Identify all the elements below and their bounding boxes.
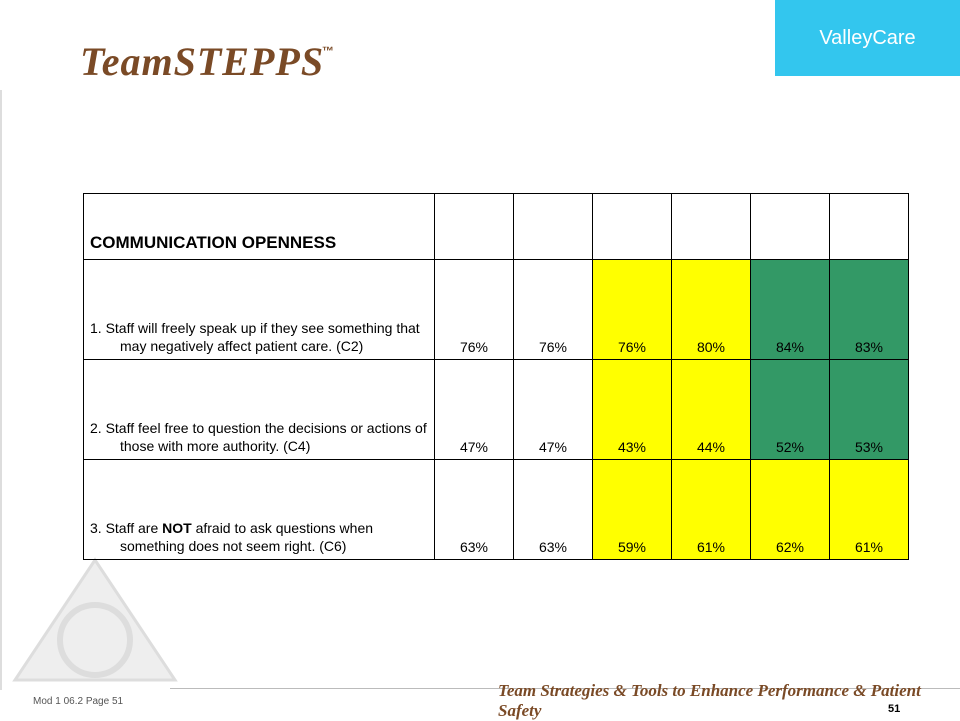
- value-cell: 63%: [434, 459, 514, 560]
- text-part: afraid to ask questions when something d…: [120, 520, 374, 554]
- value-cell: 53%: [829, 359, 909, 460]
- trademark: ™: [322, 44, 334, 58]
- row-label: 3. Staff are NOT afraid to ask questions…: [83, 459, 435, 560]
- table-title: COMMUNICATION OPENNESS: [83, 193, 435, 260]
- value-cell: 52%: [750, 359, 830, 460]
- value-cell: 44%: [671, 359, 751, 460]
- text-part: 1. Staff will freely speak up if they se…: [90, 320, 420, 354]
- value-cell: 59%: [592, 459, 672, 560]
- text-part: 2. Staff feel free to question the decis…: [90, 420, 427, 454]
- value-cell: 84%: [750, 259, 830, 360]
- table-row: 1. Staff will freely speak up if they se…: [83, 259, 909, 360]
- table-row: 2. Staff feel free to question the decis…: [83, 359, 909, 460]
- row-text: 2. Staff feel free to question the decis…: [90, 419, 428, 455]
- value-cell: 62%: [750, 459, 830, 560]
- value-cell: 63%: [513, 459, 593, 560]
- row-text: 3. Staff are NOT afraid to ask questions…: [90, 519, 428, 555]
- value-cell: 76%: [513, 259, 593, 360]
- module-label: Mod 1 06.2 Page 51: [33, 696, 124, 707]
- survey-table: COMMUNICATION OPENNESS 1. Staff will fre…: [83, 193, 909, 560]
- row-text: 1. Staff will freely speak up if they se…: [90, 319, 428, 355]
- value-cell: 47%: [434, 359, 514, 460]
- watermark: [12, 557, 178, 682]
- tagline: Team Strategies & Tools to Enhance Perfo…: [498, 681, 921, 720]
- value-cell: 76%: [592, 259, 672, 360]
- brand: ValleyCare: [775, 0, 960, 76]
- footer-line: [170, 688, 960, 689]
- row-label: 2. Staff feel free to question the decis…: [83, 359, 435, 460]
- value-cell: 61%: [671, 459, 751, 560]
- value-cell: 80%: [671, 259, 751, 360]
- logo: TeamSTEPPS: [80, 39, 325, 84]
- text-part: 3. Staff are: [90, 520, 163, 536]
- value-cell: 61%: [829, 459, 909, 560]
- header-row: COMMUNICATION OPENNESS: [83, 193, 909, 260]
- text-part: NOT: [162, 520, 192, 536]
- page-number: 51: [888, 703, 901, 715]
- value-cell: 83%: [829, 259, 909, 360]
- table-row: 3. Staff are NOT afraid to ask questions…: [83, 459, 909, 560]
- divider: [0, 90, 2, 690]
- value-cell: 43%: [592, 359, 672, 460]
- row-label: 1. Staff will freely speak up if they se…: [83, 259, 435, 360]
- value-cell: 47%: [513, 359, 593, 460]
- value-cell: 76%: [434, 259, 514, 360]
